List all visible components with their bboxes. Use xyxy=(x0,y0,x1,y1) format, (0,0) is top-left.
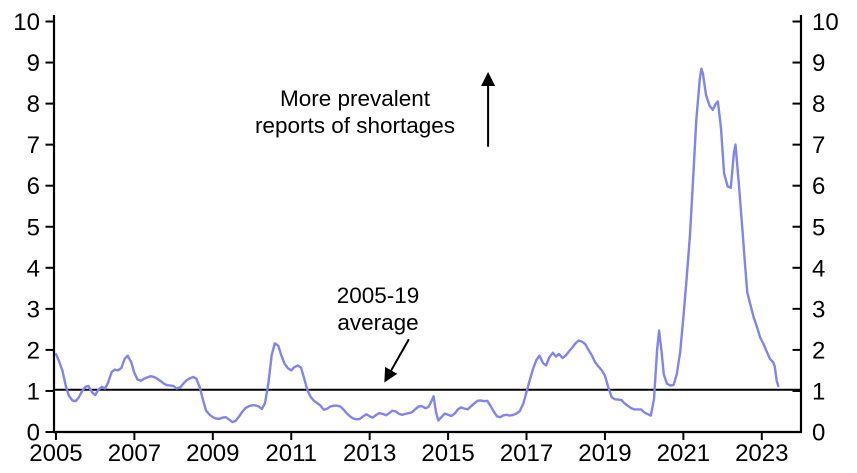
y-tick-label-right: 4 xyxy=(812,255,825,282)
y-tick-label-left: 5 xyxy=(27,214,40,241)
y-tick-label-left: 2 xyxy=(27,337,40,364)
annotation-average-line2: average xyxy=(337,310,419,335)
x-tick-label: 2011 xyxy=(265,440,317,467)
y-tick-label-left: 4 xyxy=(27,255,40,282)
y-tick-label-left: 1 xyxy=(27,378,40,405)
annotation-more-prevalent-line1: More prevalent xyxy=(279,86,431,111)
y-tick-label-right: 10 xyxy=(812,9,839,36)
x-tick-label: 2009 xyxy=(186,440,239,467)
annotation-average: 2005-19 average xyxy=(318,282,438,336)
annotation-average-line1: 2005-19 xyxy=(336,283,420,308)
x-tick-label: 2005 xyxy=(29,440,82,467)
y-tick-label-left: 9 xyxy=(27,50,40,77)
x-tick-label: 2019 xyxy=(578,440,631,467)
y-tick-label-left: 7 xyxy=(27,132,40,159)
y-tick-label-left: 8 xyxy=(27,91,40,118)
x-tick-label: 2023 xyxy=(735,440,788,467)
x-tick-label: 2013 xyxy=(343,440,396,467)
y-tick-label-right: 1 xyxy=(812,378,825,405)
average-pointer-arrow xyxy=(384,338,410,383)
annotation-more-prevalent-line2: reports of shortages xyxy=(254,113,456,138)
y-tick-label-right: 2 xyxy=(812,337,825,364)
y-tick-label-left: 10 xyxy=(13,9,40,36)
annotation-more-prevalent: More prevalent reports of shortages xyxy=(238,85,472,139)
y-tick-label-left: 6 xyxy=(27,173,40,200)
x-tick-label: 2007 xyxy=(108,440,161,467)
y-tick-label-right: 8 xyxy=(812,91,825,118)
x-tick-label: 2021 xyxy=(657,440,710,467)
x-tick-label: 2015 xyxy=(421,440,474,467)
y-tick-label-right: 6 xyxy=(812,173,825,200)
y-tick-label-right: 9 xyxy=(812,50,825,77)
y-tick-label-right: 7 xyxy=(812,132,825,159)
x-tick-label: 2017 xyxy=(500,440,553,467)
y-tick-label-right: 3 xyxy=(812,296,825,323)
y-tick-label-left: 0 xyxy=(27,420,40,447)
y-tick-label-right: 5 xyxy=(812,214,825,241)
y-tick-label-right: 0 xyxy=(812,420,825,447)
shortages-series-line xyxy=(54,67,780,424)
y-tick-label-left: 3 xyxy=(27,296,40,323)
